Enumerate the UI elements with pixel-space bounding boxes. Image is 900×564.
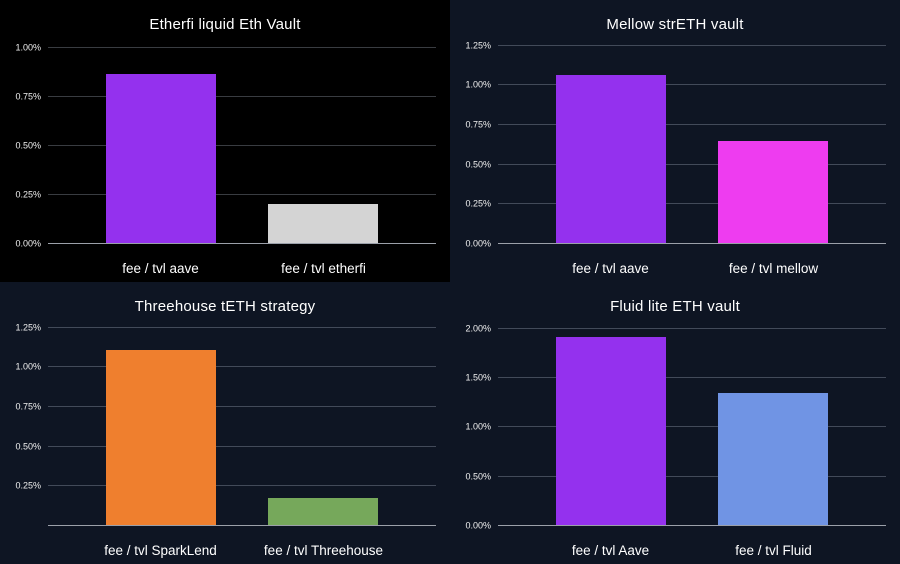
x-category-label: fee / tvl Fluid	[735, 543, 812, 558]
y-tick-label: 1.00%	[15, 42, 41, 53]
gridline	[48, 193, 436, 195]
gridline	[48, 144, 436, 146]
gridline	[498, 327, 886, 329]
x-axis-labels: fee / tvl Aave fee / tvl Fluid	[498, 540, 886, 558]
plot-area: 0.00% 0.25% 0.50% 0.75% 1.00% 1.25%	[465, 36, 886, 248]
chart-title: Fluid lite ETH vault	[610, 298, 740, 315]
y-tick-label: 0.50%	[15, 140, 41, 151]
x-axis-line	[48, 525, 436, 526]
plot-area: 0.25% 0.50% 0.75% 1.00% 1.25%	[15, 318, 436, 526]
bar-fee-tvl-mellow	[718, 141, 829, 243]
y-tick-label: 0.25%	[15, 189, 41, 200]
x-axis-line	[48, 243, 436, 244]
y-tick-label: 1.00%	[465, 421, 491, 432]
y-tick-label: 0.25%	[15, 480, 41, 491]
gridline	[498, 123, 886, 125]
x-category-label: fee / tvl etherfi	[281, 261, 366, 276]
gridline	[48, 326, 436, 328]
chart-panel-etherfi-liquid-eth-vault: Etherfi liquid Eth Vault 0.00% 0.25% 0.50%…	[0, 0, 450, 282]
gridline	[48, 46, 436, 48]
y-tick-label: 1.25%	[15, 322, 41, 333]
x-category-label: fee / tvl mellow	[728, 261, 819, 276]
gridline	[48, 405, 436, 407]
chart-title: Mellow strETH vault	[606, 16, 744, 33]
x-category-label: fee / tvl SparkLend	[104, 543, 217, 558]
gridline	[48, 95, 436, 97]
bar-fee-tvl-sparklend	[105, 350, 216, 525]
gridline	[498, 84, 886, 86]
x-axis-labels: fee / tvl SparkLend fee / tvl Threehouse	[48, 540, 436, 558]
x-category-label: fee / tvl Threehouse	[263, 543, 384, 558]
chart-panel-fluid-lite-eth-vault: Fluid lite ETH vault 0.00% 0.50% 1.00% 1.50…	[450, 282, 900, 564]
x-axis-line	[498, 525, 886, 526]
y-tick-label: 1.00%	[465, 79, 491, 90]
y-tick-label: 1.50%	[465, 372, 491, 383]
chart-panel-threehouse-teth-strategy: Threehouse tETH strategy 0.25% 0.50% 0.75%…	[0, 282, 450, 564]
bar-fee-tvl-etherfi	[268, 203, 379, 243]
y-tick-label: 2.00%	[465, 323, 491, 334]
gridline	[498, 203, 886, 205]
y-tick-label: 1.00%	[15, 361, 41, 372]
plot-area: 0.00% 0.50% 1.00% 1.50% 2.00%	[465, 318, 886, 530]
y-tick-label: 0.50%	[465, 471, 491, 482]
gridline	[498, 377, 886, 379]
gridline	[498, 475, 886, 477]
gridline	[48, 485, 436, 487]
bar-fee-tvl-threehouse	[268, 498, 379, 525]
gridline	[498, 44, 886, 46]
x-axis-labels: fee / tvl aave fee / tvl etherfi	[48, 258, 436, 276]
x-category-label: fee / tvl aave	[122, 261, 199, 276]
y-tick-label: 0.25%	[465, 198, 491, 209]
bar-fee-tvl-aave	[555, 336, 666, 525]
y-tick-label: 0.00%	[465, 520, 491, 531]
plot-area: 0.00% 0.25% 0.50% 0.75% 1.00%	[15, 36, 436, 248]
x-axis-labels: fee / tvl aave fee / tvl mellow	[498, 258, 886, 276]
y-tick-label: 0.75%	[15, 91, 41, 102]
gridline	[498, 426, 886, 428]
chart-panel-mellow-streth-vault: Mellow strETH vault 0.00% 0.25% 0.50% 0.75%…	[450, 0, 900, 282]
y-tick-label: 0.50%	[465, 159, 491, 170]
y-tick-label: 0.00%	[465, 238, 491, 249]
x-axis-line	[498, 243, 886, 244]
x-category-label: fee / tvl Aave	[571, 543, 650, 558]
gridline	[498, 163, 886, 165]
gridline	[48, 366, 436, 368]
y-tick-label: 0.75%	[465, 119, 491, 130]
y-tick-label: 0.00%	[15, 238, 41, 249]
bar-fee-tvl-fluid	[718, 392, 829, 525]
bar-fee-tvl-aave	[555, 74, 666, 243]
chart-title: Threehouse tETH strategy	[134, 298, 316, 315]
gridline	[48, 445, 436, 447]
y-tick-label: 1.25%	[465, 40, 491, 51]
x-category-label: fee / tvl aave	[572, 261, 649, 276]
y-tick-label: 0.75%	[15, 401, 41, 412]
y-tick-label: 0.50%	[15, 441, 41, 452]
bar-fee-tvl-aave	[105, 74, 216, 243]
chart-title: Etherfi liquid Eth Vault	[149, 16, 301, 33]
